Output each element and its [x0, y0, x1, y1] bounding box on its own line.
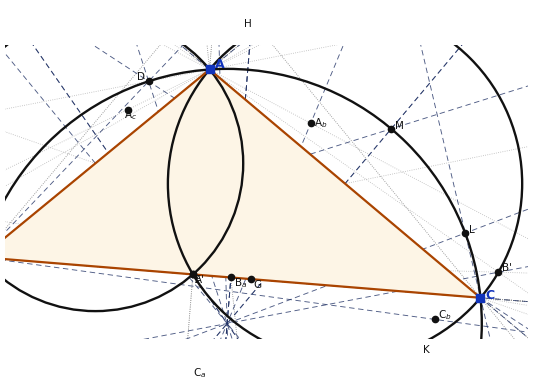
Text: C$_b$: C$_b$ — [438, 308, 452, 321]
Text: A$_b$: A$_b$ — [314, 117, 328, 131]
Text: C$_a$: C$_a$ — [193, 366, 206, 380]
Text: A': A' — [195, 275, 205, 285]
Text: A$_c$: A$_c$ — [124, 108, 138, 122]
Text: H: H — [244, 19, 252, 29]
Text: L: L — [469, 225, 474, 235]
Text: D: D — [137, 71, 145, 82]
Text: M: M — [394, 121, 403, 131]
Text: A: A — [215, 58, 224, 71]
Text: C: C — [486, 290, 495, 303]
Text: G: G — [253, 280, 261, 290]
Text: K: K — [423, 345, 429, 355]
Polygon shape — [0, 70, 480, 298]
Text: F: F — [195, 275, 200, 285]
Text: B': B' — [502, 263, 512, 273]
Text: B$_a$: B$_a$ — [234, 276, 247, 290]
